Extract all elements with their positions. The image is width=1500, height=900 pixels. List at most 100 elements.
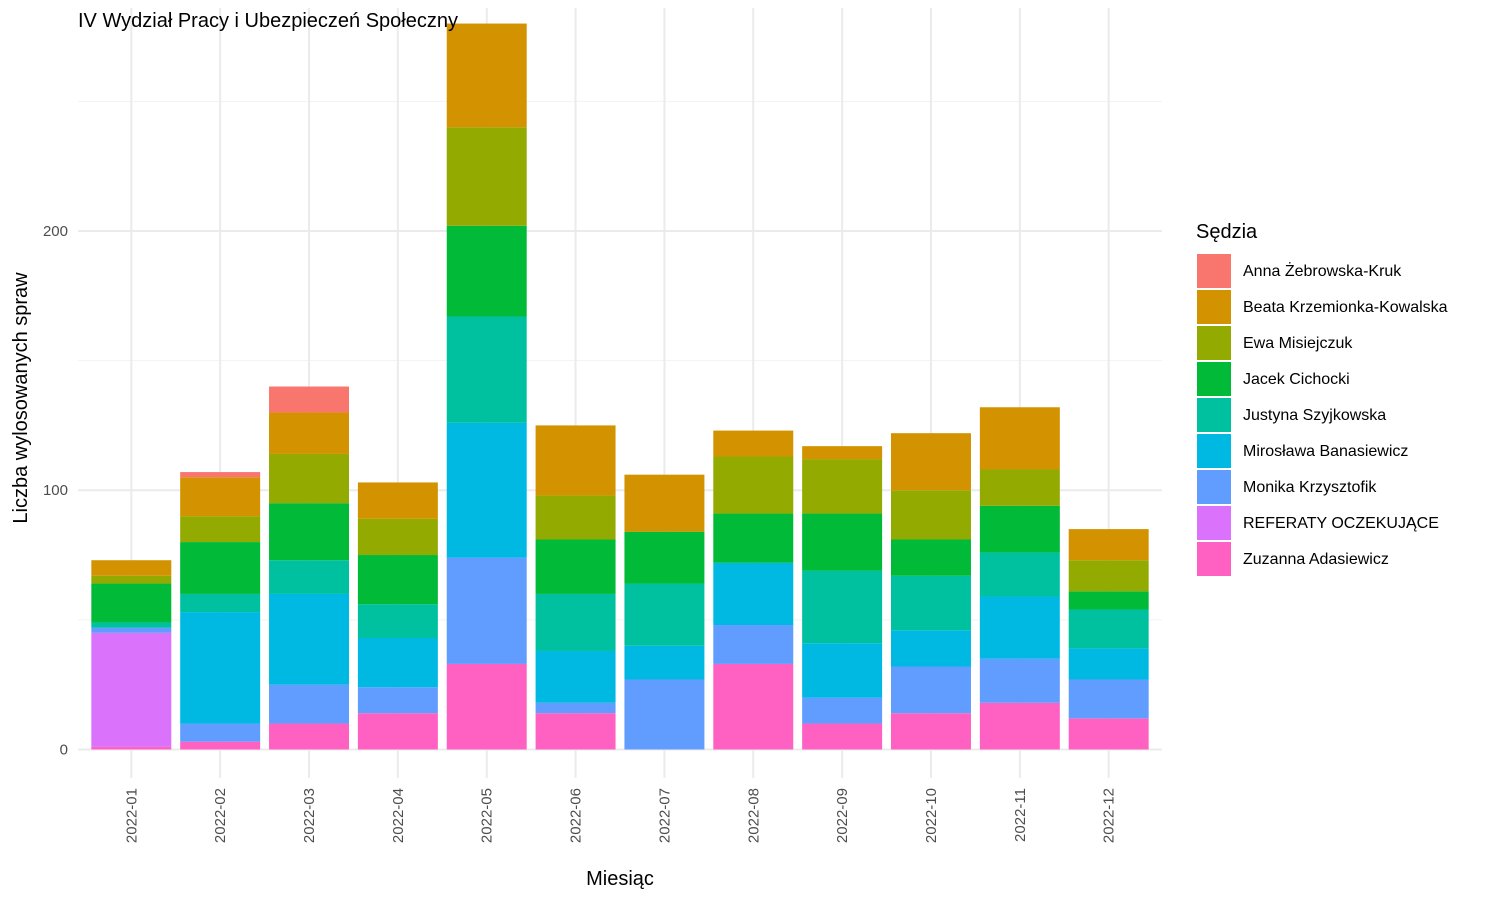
bar-segment: [446, 127, 527, 226]
legend-label: Anna Żebrowska-Kruk: [1243, 261, 1402, 280]
x-tick-label: 2022-05: [479, 788, 496, 843]
bar-segment: [535, 713, 616, 750]
legend-swatch: [1197, 290, 1231, 324]
bar-segment: [535, 495, 616, 540]
bar-segment: [269, 412, 349, 454]
legend-swatch: [1197, 542, 1231, 576]
bar-segment: [979, 658, 1060, 703]
bar-segment: [535, 539, 616, 594]
bar-segment: [91, 746, 172, 750]
chart-title: IV Wydział Pracy i Ubezpieczeń Społeczny: [78, 10, 458, 32]
x-tick-label: 2022-04: [390, 788, 407, 843]
x-tick-label: 2022-01: [123, 788, 140, 843]
legend-swatch: [1197, 326, 1231, 360]
bar-segment: [180, 516, 261, 543]
bar-segment: [713, 562, 794, 626]
x-tick-label: 2022-11: [1012, 788, 1029, 842]
x-axis: 2022-01 2022-02 2022-03 2022-04 2022-05 2022-…: [123, 788, 1117, 843]
bar-segment: [802, 697, 883, 724]
bar-segment: [180, 593, 261, 613]
bar-segment: [979, 702, 1060, 750]
x-tick-label: 2022-06: [568, 788, 585, 843]
bar-segment: [91, 622, 172, 628]
bar-segment: [269, 453, 349, 504]
bar-segment: [624, 531, 705, 584]
bar-segment: [180, 612, 261, 724]
bar-segment: [802, 723, 883, 750]
bar-segment: [624, 679, 705, 750]
bar-segment: [979, 469, 1060, 506]
bar-segment: [713, 513, 794, 563]
bar-segment: [357, 555, 438, 605]
y-tick-label: 200: [43, 223, 68, 240]
bar-segment: [535, 702, 616, 714]
bar-segment: [180, 477, 261, 517]
y-tick-label: 100: [43, 482, 68, 499]
bar-segment: [891, 575, 971, 631]
bar-segment: [269, 386, 349, 413]
bar-segment: [180, 741, 261, 750]
bar-segment: [269, 593, 349, 685]
bar-segment: [180, 472, 261, 478]
legend-swatch: [1197, 362, 1231, 396]
x-tick-label: 2022-09: [834, 788, 851, 843]
bars: [91, 23, 1149, 750]
bar-segment: [802, 446, 883, 460]
bar-segment: [357, 713, 438, 750]
bar-segment: [91, 632, 172, 747]
bar-segment: [624, 583, 705, 646]
bar-segment: [1068, 560, 1149, 592]
legend-swatch: [1197, 254, 1231, 288]
bar-segment: [357, 518, 438, 556]
legend-swatch: [1197, 506, 1231, 540]
bar-segment: [979, 552, 1060, 597]
legend-swatch: [1197, 434, 1231, 468]
legend-label: Beata Krzemionka-Kowalska: [1243, 299, 1448, 316]
legend-swatch: [1197, 398, 1231, 432]
bar-segment: [891, 490, 971, 540]
x-tick-label: 2022-08: [745, 788, 762, 843]
bar-segment: [180, 723, 261, 742]
bar-segment: [180, 542, 261, 594]
bar-segment: [91, 583, 172, 623]
bar-segment: [535, 650, 616, 703]
bar-segment: [535, 593, 616, 651]
bar-segment: [269, 684, 349, 724]
legend-label: Justyna Szyjkowska: [1243, 407, 1386, 424]
bar-segment: [1068, 648, 1149, 680]
bar-segment: [713, 625, 794, 664]
bar-segment: [713, 663, 794, 750]
bar-segment: [91, 627, 172, 633]
x-tick-label: 2022-02: [212, 788, 229, 843]
bar-segment: [91, 560, 172, 576]
legend-title: Sędzia: [1196, 221, 1258, 243]
bar-segment: [446, 23, 527, 128]
legend-label: Monika Krzysztofik: [1243, 479, 1377, 496]
legend-label: REFERATY OCZEKUJĄCE: [1243, 515, 1439, 532]
bar-segment: [891, 630, 971, 667]
y-axis: 0 100 200: [43, 223, 68, 759]
bar-segment: [446, 557, 527, 664]
x-tick-label: 2022-12: [1101, 788, 1118, 843]
bar-segment: [891, 713, 971, 750]
legend-label: Jacek Cichocki: [1243, 371, 1350, 388]
bar-segment: [802, 513, 883, 571]
legend-swatch: [1197, 470, 1231, 504]
bar-segment: [535, 425, 616, 496]
bar-segment: [713, 430, 794, 457]
bar-segment: [979, 407, 1060, 470]
bar-segment: [357, 604, 438, 638]
bar-segment: [802, 459, 883, 514]
bar-segment: [979, 596, 1060, 659]
bar-segment: [891, 433, 971, 491]
y-axis-title: Liczba wylosowanych spraw: [10, 272, 32, 524]
bar-segment: [1068, 609, 1149, 649]
bar-segment: [1068, 591, 1149, 610]
bar-segment: [1068, 718, 1149, 750]
bar-segment: [357, 638, 438, 688]
bar-segment: [357, 482, 438, 519]
x-tick-label: 2022-10: [923, 788, 940, 843]
bar-segment: [891, 666, 971, 714]
x-axis-title: Miesiąc: [586, 868, 654, 890]
bar-segment: [91, 575, 172, 584]
